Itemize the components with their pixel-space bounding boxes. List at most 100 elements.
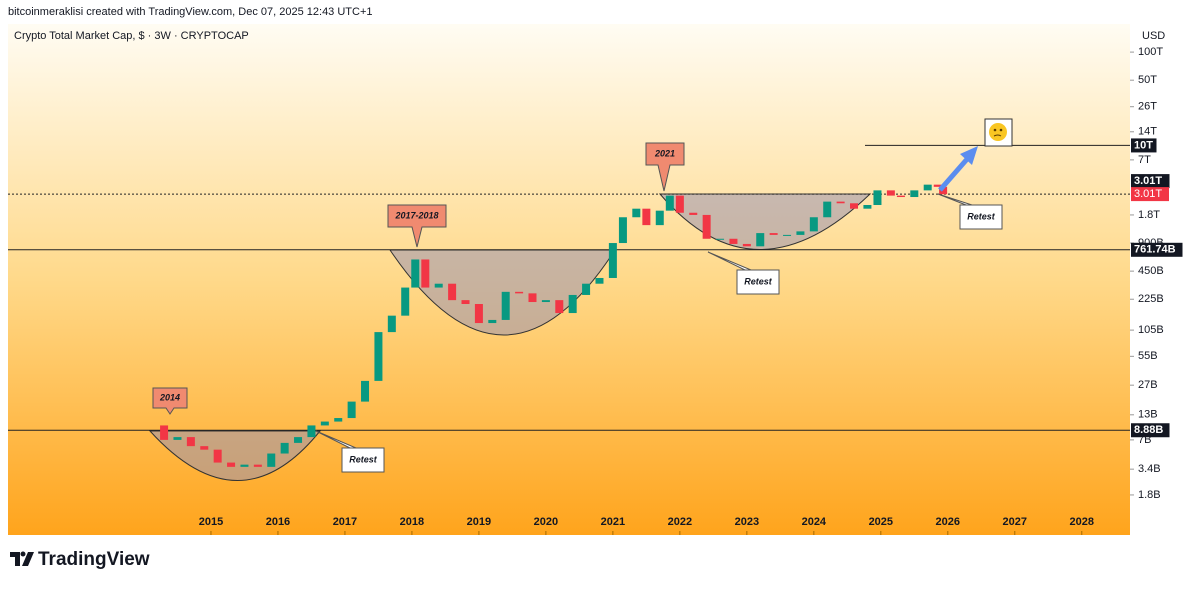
chart-title: Crypto Total Market Cap, $ · 3W · CRYPTO… (14, 30, 249, 42)
candle (729, 238, 738, 244)
callout-label: 2021 (654, 148, 675, 158)
level-label-box (1131, 138, 1157, 153)
x-tick-label: 2018 (400, 516, 424, 528)
callout-box (645, 142, 685, 192)
level-label: 3.01T (1134, 175, 1162, 187)
candle (836, 201, 845, 204)
callout-box (315, 430, 385, 473)
last-price-box (1131, 187, 1169, 202)
candle (595, 277, 604, 284)
candle (213, 449, 222, 463)
x-tick-label: 2020 (534, 516, 558, 528)
header-text: bitcoinmeraklisi created with TradingVie… (8, 6, 373, 18)
candle (823, 201, 832, 218)
emoji-eye (999, 128, 1003, 132)
x-tick-label: 2024 (802, 516, 827, 528)
candle (923, 184, 932, 191)
x-tick-label: 2022 (668, 516, 692, 528)
y-tick-label: 450B (1138, 265, 1164, 277)
x-tick-label: 2027 (1003, 516, 1027, 528)
candle (756, 233, 765, 247)
callout-box (152, 387, 188, 415)
callout-label: Retest (744, 276, 773, 286)
y-tick-label: 3.4B (1138, 463, 1161, 475)
candle (361, 380, 370, 402)
candle (568, 294, 577, 314)
level-label: 8.88B (1134, 424, 1163, 436)
candle (448, 283, 457, 301)
y-tick-label: 1.8B (1138, 489, 1161, 501)
candle (401, 287, 410, 316)
candle (186, 437, 195, 447)
y-tick-label: 225B (1138, 293, 1164, 305)
candle (632, 208, 641, 218)
y-tick-label: 14T (1138, 126, 1157, 138)
candle (796, 231, 805, 235)
candle (939, 186, 948, 195)
footer-text: TradingView (38, 549, 150, 570)
candle (160, 425, 169, 440)
x-tick-label: 2028 (1070, 516, 1094, 528)
candle (267, 453, 276, 467)
candle (240, 464, 249, 467)
candle (253, 464, 262, 467)
candle (933, 184, 942, 187)
candle (461, 300, 470, 305)
candle (716, 238, 725, 240)
arrow-shaft (938, 156, 970, 192)
candle (642, 208, 651, 226)
level-label-box (1131, 423, 1170, 438)
candle (886, 190, 895, 196)
y-tick-label: 105B (1138, 324, 1164, 336)
emoji-eye (993, 128, 997, 132)
candle (488, 319, 497, 324)
level-label: 761.74B (1134, 244, 1176, 256)
candle (411, 259, 420, 288)
logo-mark (10, 552, 34, 566)
candle (528, 293, 537, 303)
candle (334, 418, 343, 422)
callouts: 2014 2017-2018 2021 Retest Retest Retest (152, 142, 1003, 473)
emoji-box (984, 118, 1013, 147)
price-axis-background (1130, 24, 1192, 535)
emoji-face (989, 123, 1007, 141)
candle (347, 401, 356, 419)
x-tick-label: 2023 (735, 516, 759, 528)
candle (702, 214, 711, 239)
candle (873, 190, 882, 206)
candle (173, 437, 182, 440)
logo-dot (20, 551, 26, 557)
candle (689, 212, 698, 215)
level-label-box (1131, 242, 1183, 257)
x-tick-label: 2019 (467, 516, 491, 528)
y-tick-label: 26T (1138, 101, 1157, 113)
y-tick-label: 27B (1138, 379, 1158, 391)
candle (896, 195, 905, 198)
arrow (938, 146, 978, 192)
candle (501, 291, 510, 320)
emoji-mouth (993, 134, 1002, 137)
candle (434, 283, 443, 288)
candle (320, 421, 329, 426)
candle (863, 205, 872, 209)
callout-label: Retest (349, 454, 378, 464)
candle (555, 300, 564, 314)
callout-box (937, 193, 1003, 230)
candle (608, 243, 617, 278)
candle (515, 291, 524, 294)
candle (655, 210, 664, 226)
y-tick-label: 1.8T (1138, 209, 1160, 221)
x-tick-label: 2017 (333, 516, 357, 528)
y-tick-label: 13B (1138, 409, 1158, 421)
candle (374, 332, 383, 381)
y-tick-label: 100T (1138, 46, 1163, 58)
candle (675, 195, 684, 213)
candle (227, 462, 236, 467)
candle (783, 234, 792, 236)
candle (850, 203, 859, 209)
candle (280, 442, 289, 454)
y-tick-label: 50T (1138, 74, 1157, 86)
y-tick-label: 55B (1138, 350, 1158, 362)
level-label: 10T (1134, 139, 1153, 151)
